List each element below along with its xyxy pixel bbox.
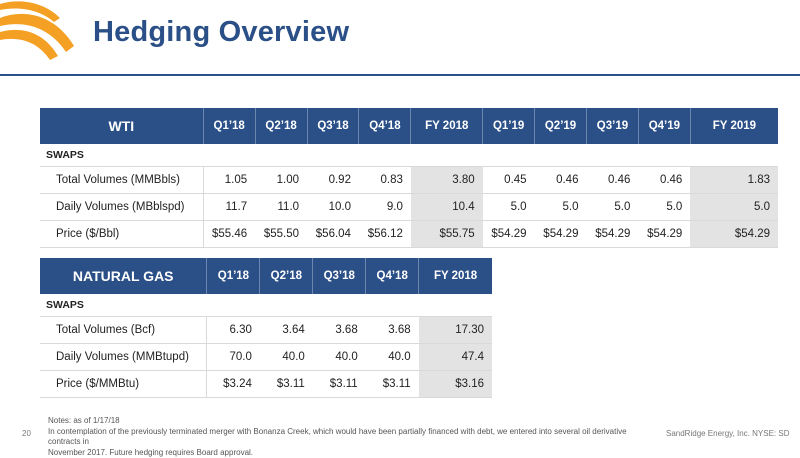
column-header: Q4’19 xyxy=(638,108,690,144)
table-cell: $54.29 xyxy=(535,221,587,248)
row-label: Total Volumes (MMBbls) xyxy=(40,167,203,194)
table-cell: 1.00 xyxy=(255,167,307,194)
table-cell: 11.0 xyxy=(255,194,307,221)
table-cell: $3.24 xyxy=(207,371,260,398)
table-cell: 9.0 xyxy=(359,194,411,221)
column-header: Q1’18 xyxy=(203,108,255,144)
table-cell: $54.29 xyxy=(638,221,690,248)
table-cell: 5.0 xyxy=(483,194,535,221)
table-cell: 1.83 xyxy=(690,167,778,194)
table-cell: 0.46 xyxy=(535,167,587,194)
gas-header-row: NATURAL GAS Q1’18 Q2’18 Q3’18 Q4’18 FY 2… xyxy=(40,258,492,294)
table-row: Daily Volumes (MMBtupd) 70.0 40.0 40.0 4… xyxy=(40,344,492,371)
table-cell: 3.68 xyxy=(366,317,419,344)
table-cell: $54.29 xyxy=(586,221,638,248)
table-cell: 5.0 xyxy=(586,194,638,221)
table-cell: 5.0 xyxy=(535,194,587,221)
column-header: Q3’18 xyxy=(313,258,366,294)
table-cell: 3.64 xyxy=(260,317,313,344)
table-cell: 40.0 xyxy=(313,344,366,371)
page-number: 20 xyxy=(22,429,31,438)
table-cell: 5.0 xyxy=(638,194,690,221)
natural-gas-hedging-table: NATURAL GAS Q1’18 Q2’18 Q3’18 Q4’18 FY 2… xyxy=(40,258,492,398)
table-cell: 47.4 xyxy=(419,344,492,371)
company-logo xyxy=(0,0,82,60)
table-cell: 3.68 xyxy=(313,317,366,344)
table-cell: 0.45 xyxy=(483,167,535,194)
wti-table-name: WTI xyxy=(40,108,203,144)
column-header: Q4’18 xyxy=(359,108,411,144)
gas-table-name: NATURAL GAS xyxy=(40,258,207,294)
table-cell: 1.05 xyxy=(203,167,255,194)
column-header: FY 2018 xyxy=(419,258,492,294)
table-row: Price ($/Bbl) $55.46 $55.50 $56.04 $56.1… xyxy=(40,221,778,248)
footnote: Notes: as of 1/17/18 In contemplation of… xyxy=(48,416,648,458)
column-header: FY 2019 xyxy=(690,108,778,144)
column-header: Q1’19 xyxy=(483,108,535,144)
table-cell: 0.83 xyxy=(359,167,411,194)
table-cell: $3.11 xyxy=(260,371,313,398)
table-row: Total Volumes (MMBbls) 1.05 1.00 0.92 0.… xyxy=(40,167,778,194)
table-cell: 70.0 xyxy=(207,344,260,371)
table-cell: $55.46 xyxy=(203,221,255,248)
footnote-line: In contemplation of the previously termi… xyxy=(48,427,648,448)
wti-hedging-table: WTI Q1’18 Q2’18 Q3’18 Q4’18 FY 2018 Q1’1… xyxy=(40,108,778,248)
table-cell: 6.30 xyxy=(207,317,260,344)
table-cell: 40.0 xyxy=(366,344,419,371)
row-label: Total Volumes (Bcf) xyxy=(40,317,207,344)
table-cell: 10.4 xyxy=(411,194,483,221)
table-cell: 0.46 xyxy=(638,167,690,194)
title-divider xyxy=(0,74,800,76)
table-cell: $54.29 xyxy=(690,221,778,248)
column-header: Q2’18 xyxy=(260,258,313,294)
column-header: Q2’19 xyxy=(535,108,587,144)
footnote-line: Notes: as of 1/17/18 xyxy=(48,416,648,427)
table-cell: 40.0 xyxy=(260,344,313,371)
row-label: Daily Volumes (MBblspd) xyxy=(40,194,203,221)
table-cell: $3.11 xyxy=(313,371,366,398)
table-cell: $56.12 xyxy=(359,221,411,248)
table-cell: $3.11 xyxy=(366,371,419,398)
column-header: Q4’18 xyxy=(366,258,419,294)
column-header: Q3’18 xyxy=(307,108,359,144)
column-header: Q1’18 xyxy=(207,258,260,294)
table-cell: 11.7 xyxy=(203,194,255,221)
table-cell: 0.46 xyxy=(586,167,638,194)
table-cell: $56.04 xyxy=(307,221,359,248)
footnote-line: November 2017. Future hedging requires B… xyxy=(48,448,648,458)
wti-header-row: WTI Q1’18 Q2’18 Q3’18 Q4’18 FY 2018 Q1’1… xyxy=(40,108,778,144)
table-cell: 10.0 xyxy=(307,194,359,221)
row-label: Daily Volumes (MMBtupd) xyxy=(40,344,207,371)
column-header: Q3’19 xyxy=(586,108,638,144)
table-cell: $55.75 xyxy=(411,221,483,248)
page-title: Hedging Overview xyxy=(93,16,349,49)
table-row: Daily Volumes (MBblspd) 11.7 11.0 10.0 9… xyxy=(40,194,778,221)
table-row: Price ($/MMBtu) $3.24 $3.11 $3.11 $3.11 … xyxy=(40,371,492,398)
table-cell: $55.50 xyxy=(255,221,307,248)
table-cell: 5.0 xyxy=(690,194,778,221)
column-header: FY 2018 xyxy=(411,108,483,144)
table-row: Total Volumes (Bcf) 6.30 3.64 3.68 3.68 … xyxy=(40,317,492,344)
table-cell: $54.29 xyxy=(483,221,535,248)
section-label: SWAPS xyxy=(40,144,778,167)
row-label: Price ($/Bbl) xyxy=(40,221,203,248)
section-label: SWAPS xyxy=(40,294,492,317)
company-footer: SandRidge Energy, Inc. NYSE: SD xyxy=(666,429,789,438)
column-header: Q2’18 xyxy=(255,108,307,144)
table-cell: $3.16 xyxy=(419,371,492,398)
table-cell: 17.30 xyxy=(419,317,492,344)
row-label: Price ($/MMBtu) xyxy=(40,371,207,398)
table-cell: 0.92 xyxy=(307,167,359,194)
table-cell: 3.80 xyxy=(411,167,483,194)
